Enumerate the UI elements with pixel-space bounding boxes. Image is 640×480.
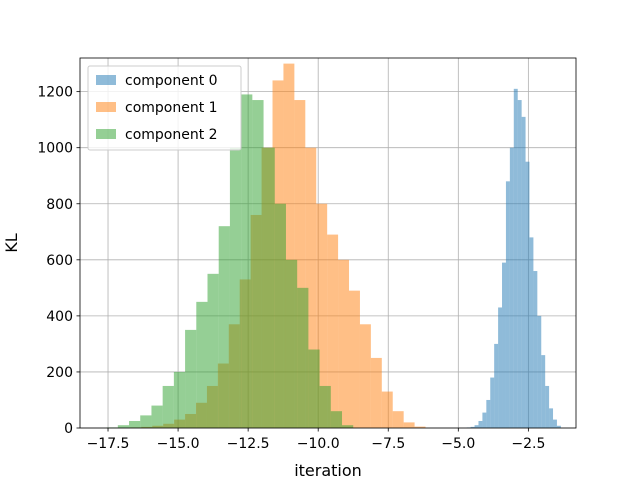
- histogram-bar: [283, 63, 295, 429]
- histogram-bar: [349, 290, 360, 428]
- y-tick-label: 1200: [37, 85, 73, 101]
- histogram-bar: [327, 234, 339, 428]
- histogram-bar: [521, 116, 526, 428]
- histogram-bar: [285, 259, 298, 428]
- x-tick-label: −12.5: [227, 436, 270, 452]
- y-tick-label: 800: [46, 197, 73, 213]
- legend-label: component 0: [125, 73, 218, 89]
- histogram-bar: [162, 385, 174, 428]
- histogram-bar: [129, 420, 141, 428]
- histogram-bar: [505, 181, 510, 428]
- histogram-bar: [549, 408, 554, 428]
- legend-label: component 1: [125, 100, 218, 116]
- histogram-bar: [297, 287, 309, 428]
- legend-swatch: [96, 75, 116, 85]
- histogram-bar: [490, 377, 495, 428]
- y-tick-label: 1000: [37, 141, 73, 157]
- histogram-bar: [525, 161, 530, 428]
- legend-swatch: [96, 102, 116, 112]
- histogram-bar: [294, 100, 306, 428]
- plot-frame: [79, 57, 577, 429]
- y-tick-label: 400: [46, 309, 73, 325]
- histogram-bar: [381, 391, 393, 428]
- legend-box: [87, 65, 242, 151]
- x-tick-label: −7.5: [371, 436, 405, 452]
- histogram-bar: [359, 324, 371, 428]
- histogram-bar: [556, 425, 561, 428]
- x-tick-label: −5.0: [441, 436, 475, 452]
- histogram-bar: [330, 411, 343, 428]
- histogram-bar: [529, 237, 534, 428]
- legend-swatch: [96, 129, 116, 139]
- histogram-bar: [308, 349, 320, 428]
- series-2: [106, 94, 354, 429]
- histogram-bar: [502, 262, 506, 428]
- histogram-bar: [403, 422, 415, 428]
- histogram-bar: [117, 425, 130, 428]
- histogram-bar: [370, 357, 382, 428]
- histogram-bar: [533, 271, 538, 428]
- histogram-bar: [482, 412, 487, 428]
- histogram-bar: [319, 385, 331, 428]
- histogram-bar: [185, 329, 197, 428]
- x-tick-label: −17.5: [87, 436, 130, 452]
- histogram-bar: [229, 147, 242, 429]
- x-tick-label: −10.0: [297, 436, 340, 452]
- histogram-bar: [486, 399, 491, 428]
- histogram-bar: [545, 385, 550, 428]
- x-tick-label: −15.0: [157, 436, 200, 452]
- series-0: [466, 88, 561, 429]
- histogram-bar: [541, 355, 546, 428]
- histogram-bar: [494, 343, 499, 428]
- histogram-bar: [274, 203, 286, 428]
- histogram-bar: [316, 203, 328, 428]
- histogram-bar: [173, 371, 186, 428]
- histogram-bar: [537, 315, 542, 428]
- histogram-bar: [474, 425, 479, 428]
- histogram-bar: [517, 100, 522, 428]
- histogram-bar: [252, 100, 264, 428]
- histogram-bar: [151, 405, 163, 428]
- histogram-bars: [106, 63, 561, 429]
- legend-label: component 2: [125, 127, 218, 143]
- histogram-bar: [470, 426, 475, 428]
- y-tick-label: 600: [46, 253, 73, 269]
- histogram-bar: [140, 415, 152, 428]
- histogram-bar: [241, 94, 253, 428]
- legend: component 0 component 1 component 2: [87, 65, 242, 151]
- histogram-bar: [509, 147, 514, 429]
- y-axis-ticks: 0 200 400 600 800 1000 1200: [37, 85, 80, 437]
- histogram-bar: [218, 226, 230, 428]
- y-axis-label: KL: [2, 233, 21, 252]
- histogram-bar: [513, 88, 518, 428]
- x-axis-label: iteration: [294, 461, 362, 480]
- y-tick-label: 200: [46, 365, 73, 381]
- histogram-bar: [392, 411, 404, 428]
- histogram-bar: [207, 273, 219, 428]
- histogram-bar: [305, 147, 317, 429]
- x-axis-ticks: −17.5 −15.0 −12.5 −10.0 −7.5 −5.0 −2.5: [87, 428, 545, 452]
- histogram-bar: [342, 425, 354, 428]
- histogram-bar: [263, 147, 275, 429]
- histogram-bar: [338, 259, 350, 428]
- histogram-bar: [478, 420, 483, 428]
- x-tick-label: −2.5: [511, 436, 545, 452]
- histogram-bar: [196, 301, 208, 428]
- histogram-bar: [498, 307, 503, 428]
- histogram-bar: [553, 419, 557, 428]
- histogram-bar: [414, 426, 426, 428]
- y-tick-label: 0: [64, 421, 73, 437]
